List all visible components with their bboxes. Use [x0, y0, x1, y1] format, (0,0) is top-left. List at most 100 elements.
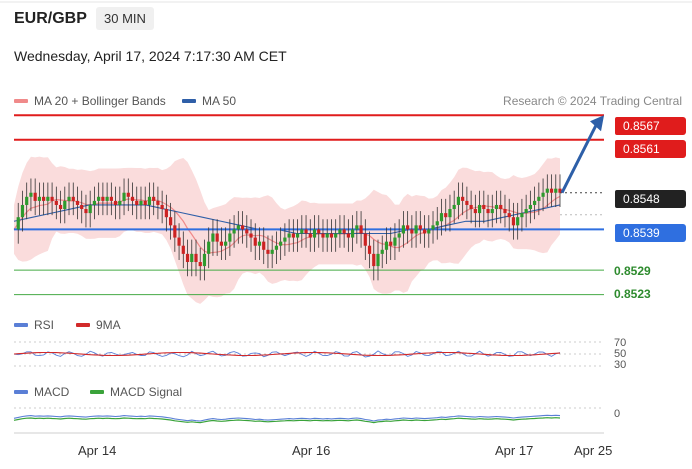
rsi-level-70: 70 — [614, 337, 627, 349]
rsi-9ma-line — [13, 351, 561, 357]
candle-body — [118, 200, 122, 205]
candle-body — [554, 188, 558, 193]
candle-body — [29, 192, 33, 197]
candle-body — [63, 200, 67, 210]
projection-arrow — [560, 124, 598, 194]
candle-body — [202, 253, 207, 267]
candle-body — [363, 233, 367, 246]
candle-body — [516, 217, 520, 226]
candle-body — [249, 233, 253, 238]
candle-body — [67, 196, 71, 201]
candle-body — [334, 233, 338, 238]
candle-body — [88, 204, 92, 214]
candle-body — [359, 225, 363, 234]
legend-ma20: MA 20 + Bollinger Bands — [14, 94, 166, 108]
legend-rsi-swatch — [14, 323, 28, 327]
candle-body — [160, 204, 164, 210]
candle-body — [152, 196, 156, 201]
legend-ma50-label: MA 50 — [202, 94, 237, 108]
candle-body — [173, 225, 177, 238]
candle-body — [384, 241, 389, 250]
candle-body — [507, 213, 511, 218]
legend-9ma: 9MA — [76, 318, 121, 332]
candle-body — [283, 237, 287, 242]
candle-body — [537, 196, 541, 201]
candle-body — [406, 225, 410, 230]
ma50-line — [13, 204, 561, 235]
timeframe-button[interactable]: 30 MIN — [96, 7, 154, 30]
candle-body — [338, 229, 342, 234]
candle-body — [295, 233, 300, 238]
current-price-tag: 0.8548 — [615, 190, 686, 208]
candle-body — [80, 204, 84, 210]
candle-body — [422, 229, 427, 234]
candle-body — [232, 229, 236, 234]
candle-body — [266, 249, 270, 254]
candle-body — [33, 192, 37, 201]
candle-body — [351, 229, 355, 238]
candle-body — [139, 200, 143, 205]
candle-body — [215, 233, 219, 242]
candle-body — [418, 225, 422, 230]
candle-body — [126, 192, 130, 197]
candle-body — [469, 204, 473, 210]
candle-body — [245, 229, 249, 234]
legend-macd-label: MACD — [34, 385, 70, 399]
candle-body — [211, 233, 215, 242]
candle-body — [109, 196, 113, 201]
candle-body — [143, 200, 147, 205]
candle-body — [122, 192, 126, 201]
candle-body — [240, 225, 245, 230]
candle-body — [372, 253, 376, 267]
candle-body — [456, 196, 461, 205]
candle-body — [92, 200, 97, 205]
candle-body — [130, 196, 135, 201]
candle-body — [198, 262, 202, 267]
candle-body — [287, 233, 291, 238]
minor-level-label-1: 0.8529 — [614, 264, 651, 278]
legend-macd-signal-swatch — [90, 390, 104, 394]
candle-body — [54, 200, 58, 205]
candle-body — [520, 213, 524, 218]
candle-body — [164, 209, 168, 218]
legend-9ma-label: 9MA — [96, 318, 121, 332]
candle-body — [558, 188, 562, 193]
macd-signal-line — [13, 417, 561, 424]
candle-body — [270, 249, 274, 254]
chart-datetime: Wednesday, April 17, 2024 7:17:30 AM CET — [14, 48, 287, 64]
candle-body — [20, 204, 25, 218]
rsi-level-50: 50 — [614, 348, 627, 360]
candle-body — [477, 204, 482, 214]
candle-body — [75, 200, 80, 205]
candle-body — [50, 196, 54, 201]
candle-body — [181, 245, 185, 254]
candle-body — [355, 225, 359, 230]
candle-body — [342, 229, 346, 234]
ma20-line — [13, 195, 561, 254]
candle-body — [452, 204, 456, 210]
candle-body — [444, 213, 448, 218]
candle-body — [380, 249, 384, 254]
candle-body — [228, 233, 232, 242]
legend-macd-swatch — [14, 390, 28, 394]
candle-body — [431, 225, 435, 230]
candle-body — [346, 233, 350, 238]
candle-body — [312, 229, 317, 238]
candle-body — [499, 204, 503, 210]
candle-body — [533, 200, 537, 205]
candle-body — [448, 209, 452, 218]
x-tick-label: Apr 17 — [495, 443, 534, 458]
projection-arrowhead — [590, 115, 604, 132]
candle-body — [541, 192, 545, 197]
candle-body — [147, 196, 152, 205]
candle-body — [207, 241, 211, 254]
x-tick-label: Apr 16 — [292, 443, 331, 458]
candle-body — [325, 233, 329, 238]
legend-ma50: MA 50 — [182, 94, 236, 108]
candle-body — [224, 241, 228, 246]
candle-body — [511, 217, 516, 226]
candle-body — [46, 196, 50, 201]
x-tick-label: Apr 25 — [574, 443, 613, 458]
candle-body — [465, 200, 469, 205]
